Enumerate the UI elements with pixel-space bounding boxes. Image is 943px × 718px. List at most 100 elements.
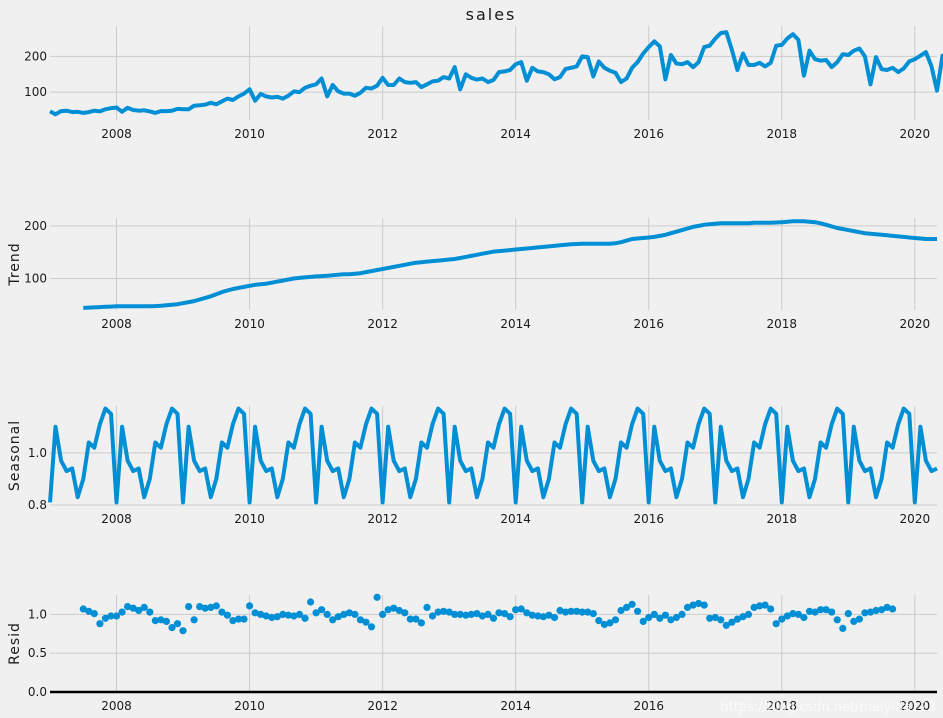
resid-point: [307, 598, 315, 606]
resid-point: [401, 609, 409, 617]
resid-point: [379, 610, 387, 619]
resid-point: [290, 612, 298, 620]
resid-point: [173, 620, 182, 628]
resid-point: [539, 613, 548, 621]
resid-point: [861, 609, 869, 617]
resid-point: [478, 612, 486, 620]
resid-point: [545, 611, 553, 619]
x-tick-label-2020: 2020: [900, 127, 931, 141]
resid-point: [484, 610, 492, 619]
x-tick-label-2008: 2008: [101, 317, 132, 331]
resid-point: [750, 603, 758, 612]
y-tick-label: 200: [24, 219, 47, 233]
watermark-text: https://blog.csdn.net/maiyida123: [720, 700, 936, 715]
x-tick-label-2018: 2018: [767, 127, 798, 141]
resid-point: [672, 613, 681, 622]
resid-point: [822, 606, 830, 614]
resid-point: [467, 610, 475, 619]
x-tick-label-2020: 2020: [900, 317, 931, 331]
resid-point: [855, 615, 864, 623]
resid-point: [767, 605, 775, 613]
resid-point: [833, 616, 841, 624]
resid-point: [839, 624, 847, 633]
resid-point: [251, 609, 259, 617]
resid-point: [107, 612, 115, 620]
x-tick-label-2010: 2010: [234, 512, 265, 526]
resid-point: [573, 607, 581, 615]
resid-point: [817, 606, 825, 614]
resid-point: [390, 604, 398, 612]
resid-point: [756, 602, 764, 610]
resid-point: [79, 605, 87, 613]
x-tick-label-2014: 2014: [500, 699, 531, 713]
resid-point: [334, 613, 342, 621]
resid-point: [589, 610, 597, 618]
resid-point: [811, 608, 819, 616]
resid-point: [329, 616, 337, 624]
resid-point: [345, 609, 353, 617]
resid-point: [700, 601, 708, 609]
resid-point: [257, 610, 265, 619]
x-tick-label-2010: 2010: [234, 127, 265, 141]
resid-point: [645, 613, 653, 622]
resid-point: [501, 610, 509, 618]
x-tick-label-2020: 2020: [900, 512, 931, 526]
resid-point: [844, 610, 852, 618]
y-tick-label: 0.5: [28, 646, 47, 660]
resid-point: [207, 603, 215, 612]
resid-point: [384, 606, 392, 614]
resid-point: [772, 620, 780, 628]
x-tick-label-2018: 2018: [767, 317, 798, 331]
resid-point: [517, 605, 525, 613]
resid-point: [246, 602, 254, 610]
resid-point: [639, 617, 647, 626]
resid-point: [440, 607, 448, 615]
resid-point: [739, 613, 747, 621]
resid-point: [428, 612, 437, 620]
resid-point: [722, 621, 730, 629]
resid-point: [157, 616, 165, 624]
x-tick-label-2012: 2012: [367, 699, 398, 713]
y-axis-label-resid: Resid: [7, 622, 23, 665]
resid-point: [351, 610, 359, 619]
resid-point: [295, 610, 304, 619]
resid-point: [190, 616, 198, 624]
x-tick-label-2014: 2014: [500, 317, 531, 331]
resid-point: [223, 611, 231, 619]
y-tick-label: 0.8: [28, 498, 47, 512]
resid-point: [85, 607, 93, 615]
resid-point: [196, 603, 204, 611]
y-axis-label-seasonal: Seasonal: [7, 420, 23, 491]
y-tick-label: 100: [24, 271, 47, 285]
x-tick-label-2012: 2012: [367, 512, 398, 526]
y-tick-label: 100: [24, 85, 47, 99]
resid-point: [417, 619, 425, 627]
resid-point: [456, 610, 464, 619]
resid-point: [600, 620, 609, 629]
resid-point: [617, 606, 625, 615]
resid-point: [395, 606, 403, 615]
resid-point: [695, 599, 703, 608]
resid-point: [229, 617, 237, 625]
resid-point: [717, 616, 725, 624]
resid-point: [661, 611, 670, 619]
resid-point: [689, 601, 697, 609]
resid-point: [528, 611, 536, 619]
resid-point: [118, 608, 126, 616]
resid-point: [162, 617, 170, 626]
resid-point: [262, 612, 270, 620]
resid-point: [179, 627, 187, 635]
resid-point: [634, 607, 642, 615]
resid-point: [124, 603, 132, 611]
resid-point: [279, 610, 287, 619]
x-tick-label-2012: 2012: [367, 127, 398, 141]
resid-point: [866, 608, 875, 616]
x-tick-label-2010: 2010: [234, 699, 265, 713]
resid-point: [406, 615, 414, 623]
y-tick-label: 0.0: [28, 685, 47, 699]
resid-point: [445, 608, 453, 616]
resid-point: [489, 614, 498, 622]
y-tick-label: 200: [24, 49, 47, 63]
